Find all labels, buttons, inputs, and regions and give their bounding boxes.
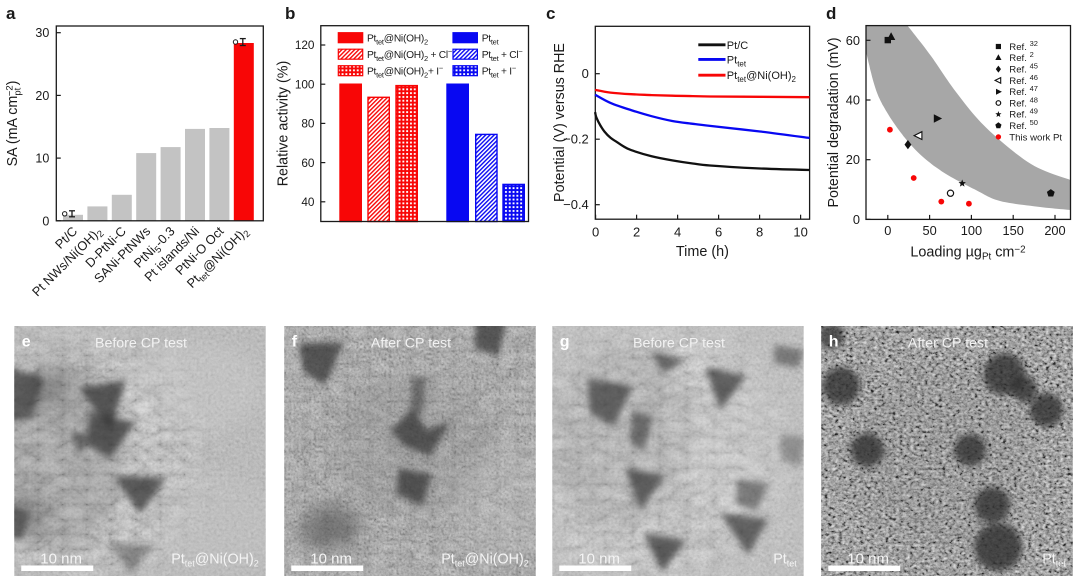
svg-text:0: 0 <box>42 214 49 228</box>
svg-text:g: g <box>560 334 570 351</box>
svg-text:Pttet​@Ni(OH)2​+ I−​: Pttet​@Ni(OH)2​+ I−​ <box>367 63 444 79</box>
svg-text:h: h <box>829 334 839 351</box>
svg-text:Pttet​ + Cl−​: Pttet​ + Cl−​ <box>482 47 524 63</box>
svg-text:Relative activity (%): Relative activity (%) <box>276 61 292 187</box>
svg-text:60: 60 <box>846 33 860 48</box>
svg-text:100: 100 <box>961 223 982 238</box>
svg-text:Pttet​@Ni(OH)2​: Pttet​@Ni(OH)2​ <box>367 33 428 46</box>
svg-text:40: 40 <box>846 93 860 108</box>
svg-text:2: 2 <box>633 225 640 240</box>
svg-text:−0.2: −0.2 <box>563 132 589 147</box>
svg-text:20: 20 <box>35 89 49 103</box>
svg-text:Pttet​@Ni(OH)2​: Pttet​@Ni(OH)2​ <box>441 552 529 569</box>
svg-text:−0.4: −0.4 <box>563 197 589 212</box>
svg-text:a: a <box>6 4 16 23</box>
svg-text:Before CP test: Before CP test <box>95 336 187 352</box>
svg-text:Pttet​ + I−​: Pttet​ + I−​ <box>482 63 517 79</box>
svg-text:50: 50 <box>922 223 936 238</box>
svg-text:120: 120 <box>295 38 315 52</box>
svg-text:0: 0 <box>582 66 589 81</box>
svg-text:Before CP test: Before CP test <box>633 336 725 352</box>
svg-text:Pttet​: Pttet​ <box>482 33 500 46</box>
svg-text:Pttet​@Ni(OH)2​ + Cl−​: Pttet​@Ni(OH)2​ + Cl−​ <box>367 47 453 63</box>
svg-text:This work Pt: This work Pt <box>1009 132 1062 143</box>
svg-text:10 nm: 10 nm <box>847 551 889 568</box>
svg-text:d: d <box>826 4 836 23</box>
svg-text:10: 10 <box>35 152 49 166</box>
svg-text:SA (mA cmpt−2): SA (mA cmpt−2) <box>5 81 24 167</box>
svg-text:Pt/C: Pt/C <box>727 40 748 52</box>
svg-text:40: 40 <box>301 195 315 209</box>
svg-text:100: 100 <box>295 77 315 91</box>
svg-text:150: 150 <box>1003 223 1024 238</box>
svg-text:After CP test: After CP test <box>908 336 988 352</box>
svg-text:Ref. 50​: Ref. 50​ <box>1009 118 1038 132</box>
svg-text:b: b <box>285 4 295 23</box>
svg-text:200: 200 <box>1044 223 1065 238</box>
svg-text:0: 0 <box>592 225 599 240</box>
svg-text:80: 80 <box>301 117 315 131</box>
svg-text:6: 6 <box>715 225 722 240</box>
svg-text:30: 30 <box>35 26 49 40</box>
svg-text:Loading µgPt​ cm−2​: Loading µgPt​ cm−2​ <box>910 245 1025 263</box>
svg-text:e: e <box>22 334 31 351</box>
svg-text:8: 8 <box>756 225 763 240</box>
svg-text:10: 10 <box>793 225 807 240</box>
svg-text:4: 4 <box>674 225 681 240</box>
svg-text:Pttet​: Pttet​ <box>727 54 747 68</box>
svg-text:10 nm: 10 nm <box>578 551 620 568</box>
svg-text:Ref. 2​: Ref. 2​ <box>1009 50 1033 64</box>
svg-text:Pttet​@Ni(OH)2​: Pttet​@Ni(OH)2​ <box>727 70 797 84</box>
svg-text:Pttet​@Ni(OH)2​: Pttet​@Ni(OH)2​ <box>171 552 259 569</box>
svg-text:c: c <box>546 4 555 23</box>
svg-text:10 nm: 10 nm <box>310 551 352 568</box>
svg-text:Potential (V) versus RHE: Potential (V) versus RHE <box>552 43 568 202</box>
svg-text:f: f <box>291 334 297 351</box>
svg-text:Time (h): Time (h) <box>676 244 729 260</box>
svg-text:10 nm: 10 nm <box>40 551 82 568</box>
svg-text:0: 0 <box>884 223 891 238</box>
svg-text:After CP test: After CP test <box>370 336 450 352</box>
svg-text:20: 20 <box>846 152 860 167</box>
svg-text:0: 0 <box>853 212 860 227</box>
svg-text:Potential degradation (mV): Potential degradation (mV) <box>826 37 842 207</box>
svg-text:60: 60 <box>301 156 315 170</box>
